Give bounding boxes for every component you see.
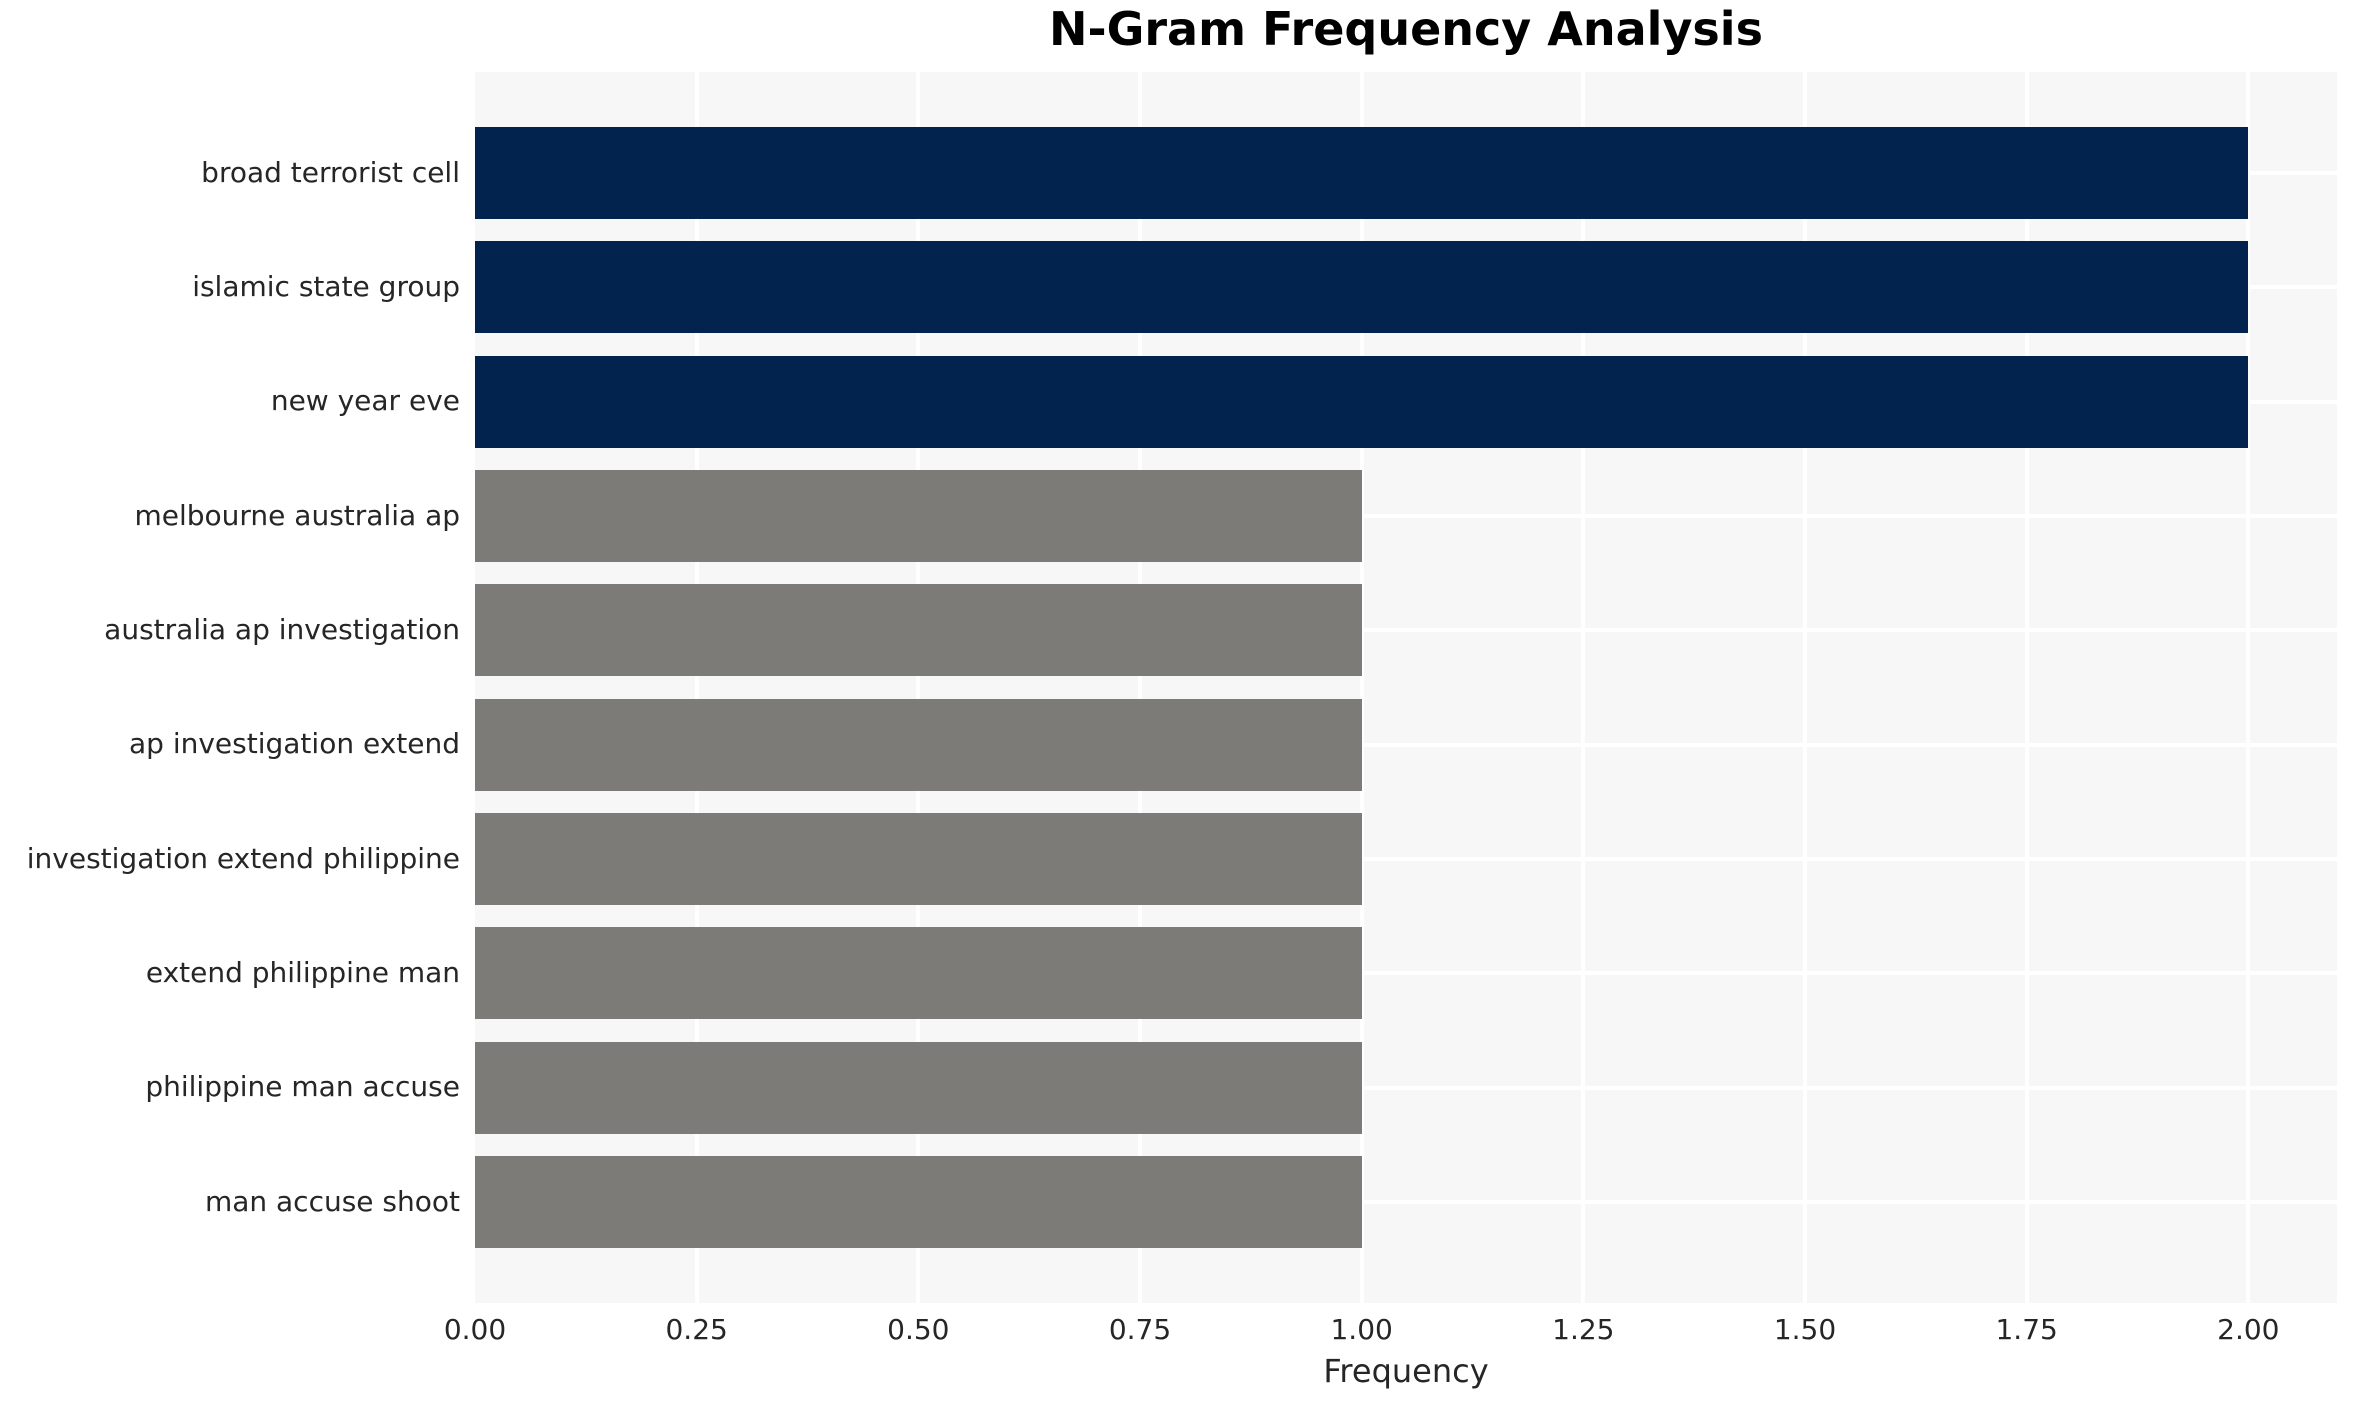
bar-track [475, 355, 2337, 448]
x-gridline [916, 72, 921, 1303]
bar [475, 698, 1362, 791]
bar [475, 127, 2249, 219]
y-axis-label: islamic state group [192, 269, 460, 303]
x-gridline [1138, 72, 1142, 1303]
bar [475, 355, 2249, 448]
chart-row: investigation extend philippine [0, 812, 2355, 905]
bar-track [475, 584, 2337, 677]
y-axis-label: ap investigation extend [129, 727, 460, 761]
y-axis-label: broad terrorist cell [201, 155, 460, 189]
bar [475, 584, 1362, 677]
x-tick-label: 0.50 [887, 1313, 950, 1346]
chart-row: ap investigation extend [0, 698, 2355, 791]
y-axis-label: melbourne australia ap [134, 498, 460, 532]
x-axis-ticks: 0.00 0.25 0.50 0.75 1.00 1.25 1.50 1.75 2.00 [444, 1303, 2337, 1347]
x-gridline [1581, 72, 1586, 1303]
x-axis-title: Frequency [1323, 1352, 1489, 1390]
y-axis-label: australia ap investigation [104, 612, 460, 646]
y-axis-label: philippine man accuse [145, 1070, 460, 1104]
bar-track [475, 698, 2337, 791]
x-tick-label: 2.00 [2217, 1313, 2280, 1346]
x-tick-label: 1.25 [1552, 1313, 1615, 1346]
bar-track [475, 469, 2337, 562]
y-gridline [475, 628, 2337, 633]
y-gridline [475, 742, 2337, 747]
y-axis-label: man accuse shoot [204, 1184, 460, 1218]
chart-row: islamic state group [0, 241, 2355, 334]
bar [475, 1041, 1362, 1134]
x-gridline [2246, 72, 2251, 1303]
chart-row: new year eve [0, 355, 2355, 448]
x-tick-label: 1.75 [1995, 1313, 2058, 1346]
y-axis-label: investigation extend philippine [26, 841, 460, 875]
y-gridline [475, 856, 2337, 861]
x-tick-label: 0.00 [443, 1313, 507, 1346]
chart-row: broad terrorist cell [0, 127, 2355, 219]
bar-track [475, 1155, 2337, 1248]
x-tick-label: 0.75 [1108, 1313, 1172, 1346]
bars-container: broad terrorist cell islamic state group n… [0, 72, 2355, 1303]
x-gridline [1803, 72, 1807, 1303]
chart-row: man accuse shoot [0, 1155, 2355, 1248]
chart-title: N-Gram Frequency Analysis [1049, 2, 1763, 56]
bar [475, 927, 1362, 1020]
bar [475, 1155, 1362, 1248]
bar [475, 812, 1362, 905]
y-gridline [475, 1085, 2337, 1090]
y-gridline [475, 1199, 2337, 1204]
bar [475, 241, 2249, 334]
x-gridline [694, 72, 699, 1303]
chart-row: extend philippine man [0, 927, 2355, 1020]
bar [475, 469, 1362, 562]
x-gridline [1359, 72, 1364, 1303]
bar-track [475, 241, 2337, 334]
y-gridline [475, 513, 2337, 518]
x-gridline [2024, 72, 2029, 1303]
x-tick-label: 1.00 [1330, 1313, 1393, 1346]
chart-row: australia ap investigation [0, 584, 2355, 677]
bar-track [475, 927, 2337, 1020]
bar-track [475, 127, 2337, 219]
chart-row: melbourne australia ap [0, 469, 2355, 562]
chart-row: philippine man accuse [0, 1041, 2355, 1134]
bar-track [475, 812, 2337, 905]
x-tick-label: 1.50 [1773, 1313, 1837, 1346]
bar-track [475, 1041, 2337, 1134]
y-axis-label: new year eve [270, 384, 460, 418]
y-gridline [475, 971, 2337, 976]
y-axis-label: extend philippine man [145, 955, 460, 989]
x-tick-label: 0.25 [665, 1313, 728, 1346]
